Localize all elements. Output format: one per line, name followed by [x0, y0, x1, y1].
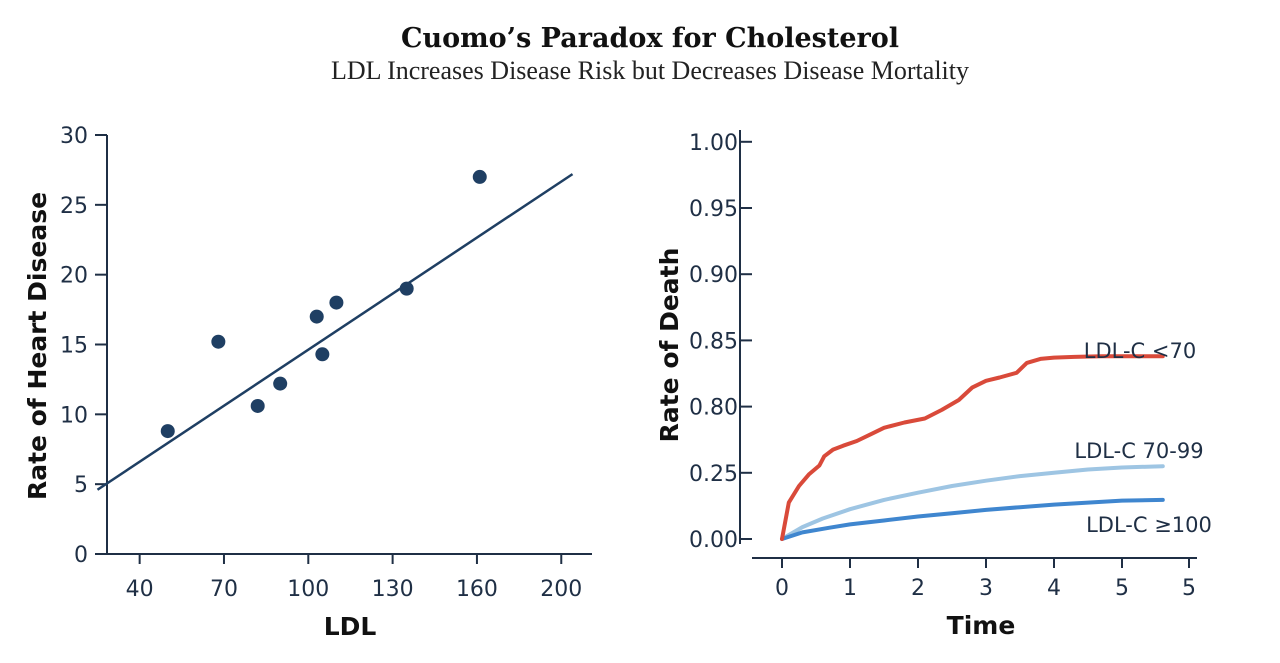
line-x-tick-label: 3: [979, 576, 993, 601]
series-label-ldl-70-99: LDL-C 70-99: [1074, 439, 1203, 463]
scatter-y-ticks: 0 5 10 15 20 25 30: [60, 124, 107, 568]
scatter-y-tick-label: 15: [60, 334, 88, 359]
scatter-y-tick-label: 30: [60, 124, 88, 149]
scatter-points: [160, 169, 487, 439]
scatter-point: [472, 169, 487, 184]
line-series-group: [780, 354, 1165, 541]
series-label-ldl-lt70: LDL-C <70: [1084, 339, 1196, 363]
scatter-x-tick-label: 130: [372, 577, 414, 602]
scatter-point: [250, 398, 265, 413]
scatter-y-tick-label: 25: [60, 194, 88, 219]
scatter-point: [315, 347, 330, 362]
series-ldl-ge100-line: [780, 497, 1165, 541]
title-block: Cuomo’s Paradox for Cholesterol LDL Incr…: [0, 24, 1280, 86]
line-x-tick-label: 0: [775, 576, 789, 601]
scatter-y-tick-label: 10: [60, 403, 88, 428]
scatter-point: [160, 424, 175, 439]
scatter-x-tick-label: 70: [210, 577, 238, 602]
line-x-tick-label: 4: [1047, 576, 1061, 601]
scatter-y-tick-label: 0: [74, 543, 88, 568]
scatter-x-tick-label: 100: [287, 577, 329, 602]
line-y-tick-label: 0.90: [689, 263, 738, 288]
line-x-label: Time: [947, 611, 1016, 640]
line-y-tick-label: 0.25: [689, 462, 738, 487]
scatter-chart: 0 5 10 15 20 25 30 40 70 100 130 160 200 LDL Rate o…: [23, 124, 592, 641]
scatter-x-ticks: 40 70 100 130 160 200: [126, 554, 582, 602]
line-y-ticks: 0.00 0.25 0.80 0.85 0.90 0.95 1.00: [689, 131, 752, 553]
line-y-tick-label: 0.85: [689, 329, 738, 354]
line-x-tick-label: 5: [1182, 576, 1196, 601]
scatter-point: [273, 376, 288, 391]
scatter-point: [399, 281, 414, 296]
chart-title: Cuomo’s Paradox for Cholesterol: [400, 23, 900, 54]
line-x-tick-label: 1: [843, 576, 857, 601]
scatter-point: [211, 334, 226, 349]
scatter-x-tick-label: 40: [126, 577, 154, 602]
series-ldl-70-99-line: [780, 464, 1165, 541]
series-label-ldl-ge100: LDL-C ≥100: [1086, 513, 1212, 537]
scatter-y-tick-label: 20: [60, 264, 88, 289]
line-x-ticks: 0 1 2 3 4 5 5: [775, 558, 1196, 601]
line-x-tick-label: 5: [1115, 576, 1129, 601]
line-y-tick-label: 0.80: [689, 396, 738, 421]
line-chart: 0.00 0.25 0.80 0.85 0.90 0.95 1.00 0 1 2 3 4 5 5 LDL…: [655, 130, 1212, 640]
line-x-tick-label: 2: [911, 576, 925, 601]
line-y-label: Rate of Death: [655, 248, 684, 443]
line-y-tick-label: 0.95: [689, 197, 738, 222]
scatter-trend-line: [96, 173, 574, 491]
scatter-x-tick-label: 200: [540, 577, 582, 602]
series-ldl-lt70-line: [780, 354, 1165, 541]
scatter-y-label: Rate of Heart Disease: [23, 192, 52, 500]
line-y-tick-label: 1.00: [689, 131, 738, 156]
scatter-x-tick-label: 160: [456, 577, 498, 602]
scatter-point: [309, 309, 324, 324]
scatter-y-tick-label: 5: [74, 473, 88, 498]
line-y-tick-label: 0.00: [689, 528, 738, 553]
scatter-x-label: LDL: [324, 612, 377, 641]
chart-subtitle: LDL Increases Disease Risk but Decreases…: [331, 56, 969, 85]
scatter-point: [329, 295, 344, 310]
